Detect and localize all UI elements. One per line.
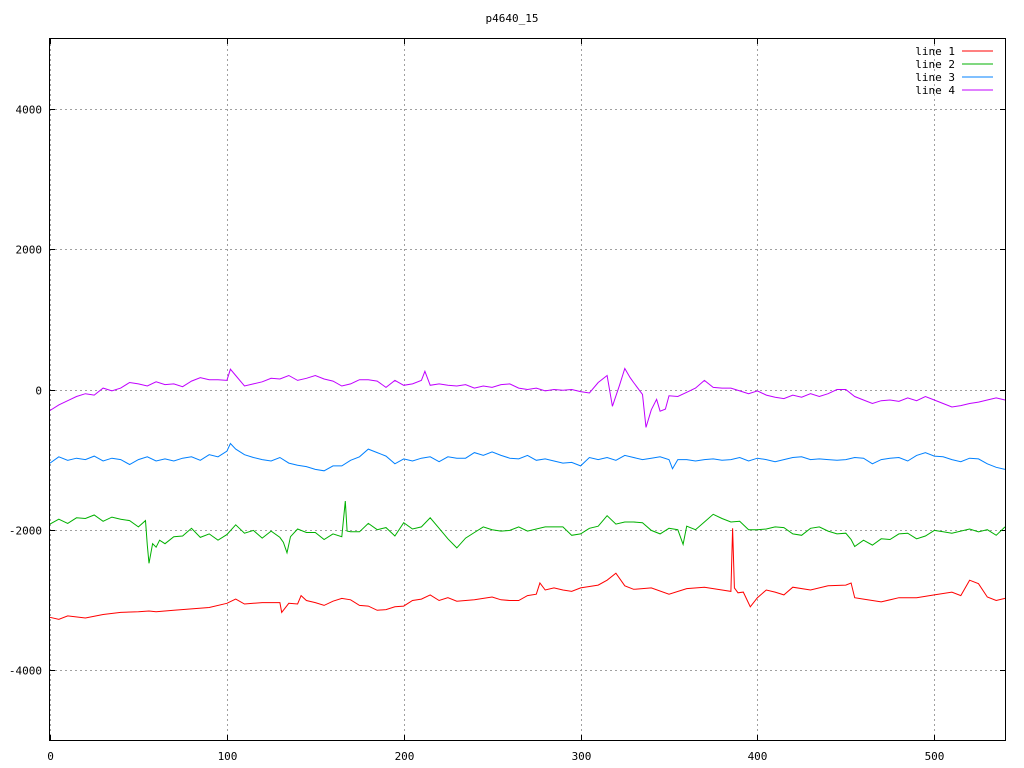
series-line-4 [49, 367, 1006, 428]
x-tick-label: 300 [572, 750, 592, 763]
x-tick-label: 500 [925, 750, 945, 763]
y-tick-label: -4000 [9, 665, 42, 678]
axis-ticks: 0 100 200 300 400 500 -4000 -2000 0 2000 4000 [9, 39, 1005, 763]
series-lines [49, 367, 1006, 620]
legend-label: line 3 [915, 71, 955, 84]
x-tick-label: 0 [47, 750, 54, 763]
grid [50, 39, 1005, 740]
series-line-2 [49, 500, 1006, 564]
y-tick-label: 2000 [16, 244, 43, 257]
chart-title: p4640_15 [486, 12, 539, 25]
y-tick-label: 4000 [16, 104, 43, 117]
legend-label: line 4 [915, 84, 955, 97]
x-tick-label: 400 [748, 750, 768, 763]
y-tick-label: 0 [35, 385, 42, 398]
series-line-3 [49, 442, 1006, 472]
series-line-1 [49, 528, 1006, 620]
x-tick-label: 200 [395, 750, 415, 763]
plot-frame [49, 38, 1006, 741]
y-tick-label: -2000 [9, 525, 42, 538]
legend-label: line 2 [915, 58, 955, 71]
legend-label: line 1 [915, 45, 955, 58]
x-tick-label: 100 [218, 750, 238, 763]
